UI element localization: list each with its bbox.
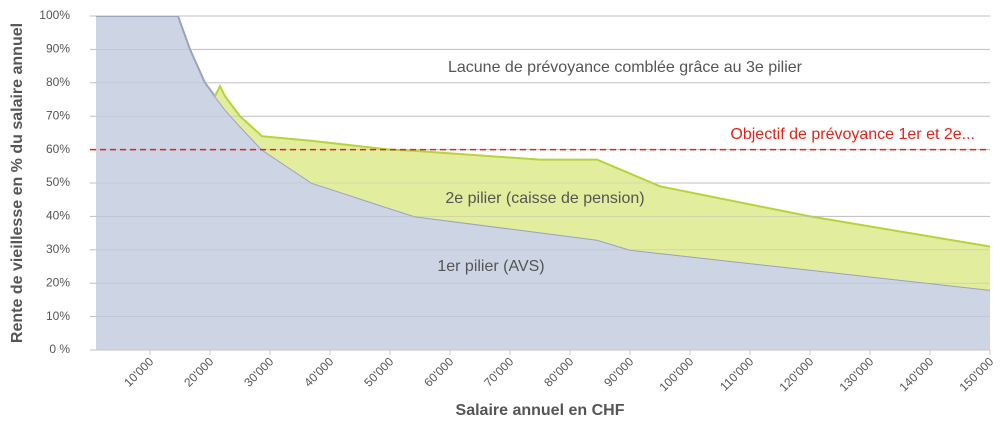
- x-axis-label: Salaire annuel en CHF: [456, 402, 625, 419]
- x-tick-label: 10'000: [121, 354, 156, 389]
- y-tick-label: 80%: [46, 75, 70, 89]
- x-tick-label: 50'000: [361, 354, 396, 389]
- x-tick-label: 110'000: [717, 354, 756, 393]
- x-tick-label: 70'000: [481, 354, 516, 389]
- y-tick-label: 100%: [39, 8, 70, 22]
- y-tick-label: 20%: [46, 275, 70, 289]
- area: [96, 16, 990, 350]
- x-tick-label: 80'000: [541, 354, 576, 389]
- y-tick-label: 70%: [46, 108, 70, 122]
- x-tick-label: 60'000: [421, 354, 456, 389]
- x-tick-label: 120'000: [777, 354, 817, 394]
- y-axis-label: Rente de vieillesse en % du salaire annu…: [9, 23, 26, 343]
- x-tick-label: 90'000: [601, 354, 636, 389]
- x-tick-label: 30'000: [241, 354, 276, 389]
- x-tick-label: 130'000: [837, 354, 877, 394]
- x-tick-label: 150'000: [957, 354, 997, 394]
- y-tick-label: 30%: [46, 242, 70, 256]
- series-label: 1er pilier (AVS): [437, 258, 544, 275]
- y-tick-label: 10%: [46, 309, 70, 323]
- x-tick-label: 100'000: [657, 354, 697, 394]
- annotation: Lacune de prévoyance comblée grâce au 3e…: [448, 59, 803, 76]
- y-tick-label: 50%: [46, 175, 70, 189]
- y-tick-label: 0 %: [49, 342, 70, 356]
- x-tick-label: 140'000: [897, 354, 937, 394]
- x-tick-label: 40'000: [301, 354, 336, 389]
- area: [215, 86, 990, 290]
- y-tick-label: 60%: [46, 142, 70, 156]
- y-tick-label: 40%: [46, 209, 70, 223]
- target-label: Objectif de prévoyance 1er et 2e...: [730, 126, 975, 143]
- x-tick-label: 20'000: [181, 354, 216, 389]
- series-label: 2e pilier (caisse de pension): [445, 190, 644, 207]
- y-tick-label: 90%: [46, 42, 70, 56]
